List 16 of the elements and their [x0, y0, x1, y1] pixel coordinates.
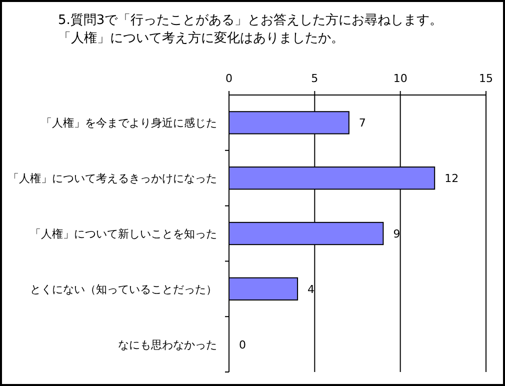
x-tick-label: 10: [393, 72, 408, 85]
y-tick-label: 「人権」について新しいことを知った: [30, 228, 217, 240]
data-label: 7: [358, 116, 366, 130]
x-tick-label: 5: [311, 72, 318, 85]
x-tick-label: 0: [226, 72, 232, 85]
chart-title: 5.質問3で「行ったことがある」とお答えした方にお尋ねします。「人権」について考え方に変化はありましたか。: [58, 12, 444, 48]
data-label: 0: [239, 338, 246, 352]
data-label: 12: [444, 172, 459, 186]
y-tick-label: とくにない（知っていることだった）: [30, 282, 217, 296]
data-label: 4: [308, 282, 315, 296]
data-label: 9: [393, 228, 400, 240]
y-tick-label: なにも思わなかった: [118, 338, 217, 352]
y-tick-label: 「人権」を今までより身近に感じた: [41, 116, 217, 130]
x-tick-label: 15: [479, 72, 493, 85]
bar: [228, 277, 298, 300]
y-tick-label: 「人権」について考えるきっかけになった: [8, 172, 217, 186]
